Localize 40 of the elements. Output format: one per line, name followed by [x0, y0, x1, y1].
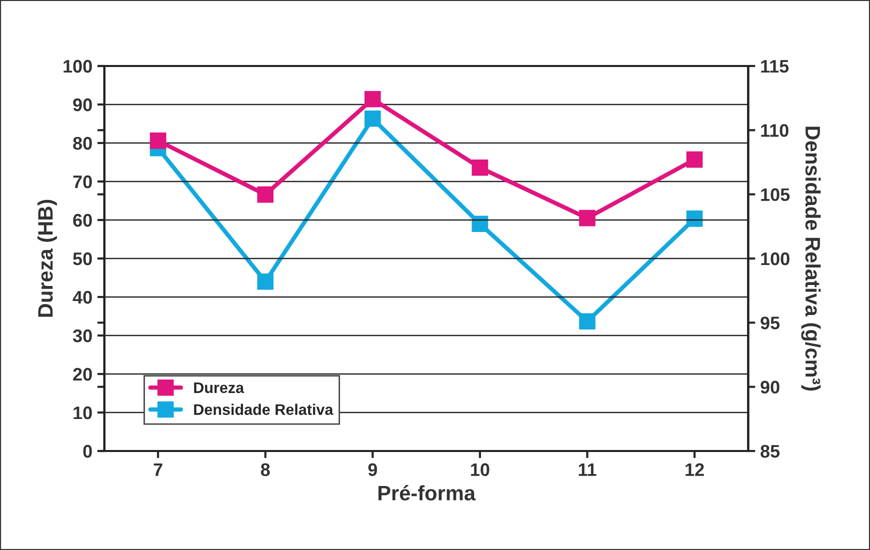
y2-tick-label: 110 [761, 124, 788, 137]
y-tick-label: 30 [72, 329, 92, 342]
y-tick-label: 20 [73, 368, 92, 381]
y2-tick-label: 115 [761, 60, 789, 73]
point [364, 110, 381, 127]
x-tick-label: 8 [260, 463, 270, 476]
x-tick-label: 7 [154, 463, 162, 476]
y-tick-label: 80 [73, 136, 92, 150]
y-tick-label: 90 [73, 98, 92, 112]
point [686, 151, 703, 168]
point [364, 90, 381, 108]
y-tick-label: 10 [74, 406, 92, 420]
y2-tick-label: 95 [760, 316, 780, 330]
point [579, 210, 596, 226]
y2-tick-label: 90 [760, 380, 780, 394]
point [472, 159, 488, 176]
y-tick-label: 60 [73, 214, 92, 227]
legend-label: Densidade Relativa [194, 404, 334, 415]
y2-tick-label: 85 [760, 444, 780, 458]
x-tick-label: 10 [471, 463, 490, 476]
y2-tick-label: 100 [761, 252, 790, 266]
x-tick-label: 11 [578, 463, 596, 476]
y-tick-label: 100 [64, 60, 92, 73]
point [257, 186, 274, 203]
point [472, 216, 488, 232]
point [150, 132, 166, 149]
point [686, 210, 703, 227]
y-axis-title: Dureza (HB) [37, 200, 57, 317]
y-tick-label: 50 [73, 252, 92, 266]
legend-label: Dureza [194, 382, 244, 394]
x-axis-title: Pré-forma [378, 485, 476, 500]
point [579, 313, 596, 330]
point [257, 273, 274, 290]
y-tick-label: 70 [73, 175, 92, 188]
y-tick-label: 40 [72, 290, 92, 304]
x-tick-label: 9 [368, 463, 377, 476]
x-tick-label: 12 [686, 463, 704, 476]
y2-tick-label: 105 [761, 188, 790, 202]
y-tick-label: 0 [83, 444, 92, 458]
y2-axis-title: Densidade Relativa (g/cm³) [801, 126, 821, 391]
